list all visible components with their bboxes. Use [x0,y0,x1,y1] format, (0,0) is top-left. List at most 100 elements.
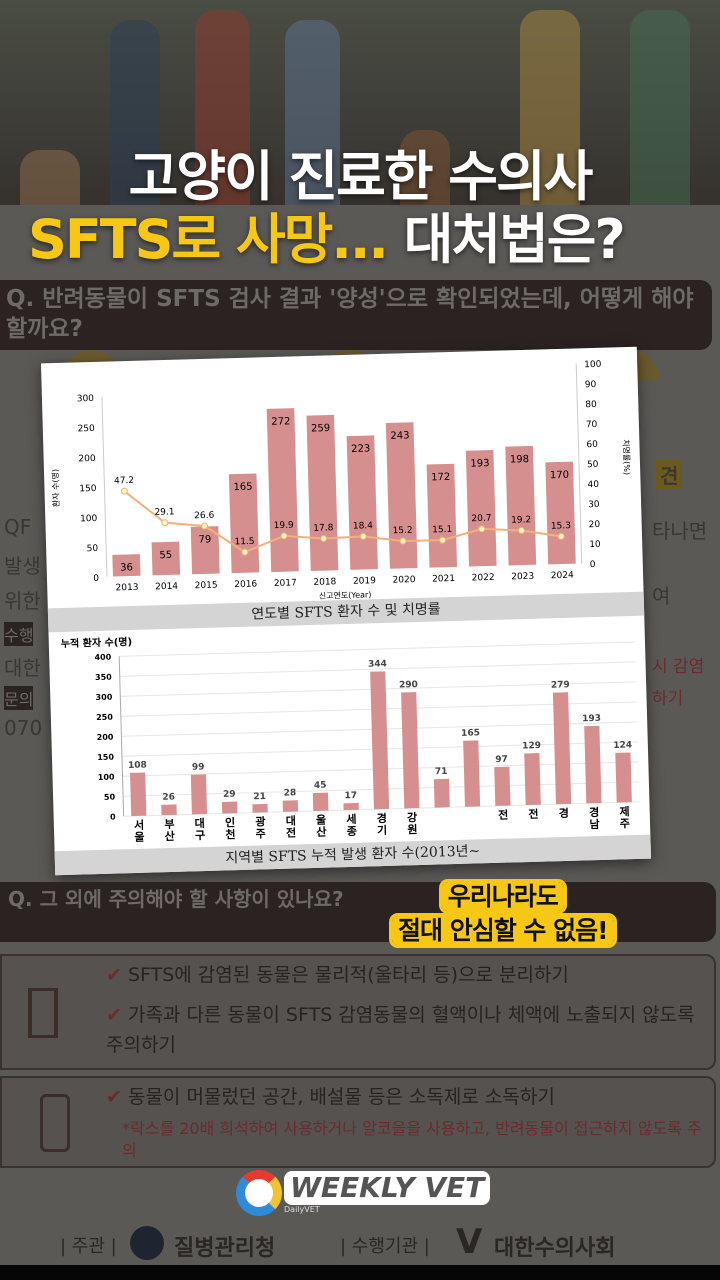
bar-value-label: 99 [192,762,205,772]
x-tick-label: 2016 [234,579,257,590]
regional-chart: 누적 환자 수(명)050100150200250300350400108서울2… [61,635,640,844]
bar-value-label: 55 [159,550,172,561]
tip-item: ✔ 동물이 머물렀던 공간, 배설물 등은 소독제로 소독하기 [106,1086,555,1108]
fatality-label: 15.3 [551,521,571,532]
x-tick-label: 원 [407,822,418,836]
y-axis [118,656,125,817]
bar [426,463,458,568]
kdca-emblem-icon [130,1226,164,1260]
y2-tick-label: 0 [590,560,596,570]
y2-tick-label: 80 [585,400,597,410]
y-tick-label: 250 [96,713,113,722]
y-tick-label: 0 [93,574,99,584]
panel-isolation: ✔ SFTS에 감염된 동물은 물리적(울타리 등)으로 분리하기 ✔ 가족과 … [0,954,716,1070]
bg-fragment: 발생 [4,554,41,578]
x-tick-label: 천 [225,827,236,841]
x-tick-label: 2023 [511,572,534,583]
bar [252,803,268,813]
bar [465,450,497,567]
x-tick-label: 경 [559,806,570,820]
bar-value-label: 193 [582,714,601,725]
y-tick-label: 200 [78,454,96,464]
x-tick-label: 2018 [313,577,336,588]
bar [401,692,420,809]
fatality-label: 18.4 [353,521,374,532]
fatality-point [517,527,525,535]
bar-value-label: 279 [551,680,570,691]
question2-text: Q. 그 외에 주의해야 할 사항이 있나요? [8,887,344,911]
y2-tick-label: 90 [585,380,597,390]
tip-item: ✔ 가족과 다른 동물이 SFTS 감염동물의 혈액이나 체액에 노출되지 않도… [106,1004,695,1056]
fatality-label: 26.6 [194,511,215,522]
y-tick-label: 200 [97,733,114,742]
check-icon: ✔ [106,1004,128,1026]
x-tick-label: 서 [134,818,145,832]
x-tick-label: 강 [407,810,418,824]
check-icon: ✔ [106,1086,128,1108]
headline-highlight: SFTS로 사망... [28,208,389,271]
bar [312,792,329,811]
bar [221,801,238,814]
operator-name: 대한수의사회 [494,1236,616,1261]
fatality-label: 15.1 [432,525,452,536]
y-tick-label: 350 [95,673,112,682]
fatality-label: 17.8 [313,523,334,534]
person-illustration [630,10,690,210]
bar [584,725,602,804]
bar-value-label: 45 [314,781,327,791]
bg-fragment: QF [4,515,32,539]
bar [266,408,299,573]
y-tick-label: 100 [98,773,115,782]
fatality-label: 20.7 [471,514,491,525]
x-tick-label: 제 [619,804,630,818]
cat-illustration [20,150,80,210]
bar [346,435,378,570]
x-tick-label: 대 [194,816,205,830]
y2-tick-label: 50 [587,460,599,470]
bar-value-label: 28 [284,788,297,798]
fatality-point [320,535,328,543]
bar [505,445,537,566]
gridline [119,661,636,677]
bg-fragment: 타나면 [652,519,708,543]
bar [494,766,511,806]
caged-dog-icon [28,988,58,1038]
bar [161,804,177,816]
bar [130,772,147,817]
y2-tick-label: 20 [589,520,601,530]
bar-value-label: 36 [120,562,133,573]
x-tick-label: 경 [589,805,600,819]
x-tick-label: 2019 [353,576,376,587]
bg-fragment: 070 [4,716,43,740]
bg-fragment: 하기 [652,689,684,709]
bar-value-label: 193 [470,458,489,470]
y-axis-title: 환자 수(명) [50,469,61,507]
footer: | 주관 | 질병관리청 | 수행기관 | V 대한수의사회 [0,1222,720,1264]
x-tick-label: 주 [256,827,266,840]
fatality-point [201,522,209,530]
fatality-label: 29.1 [154,507,174,518]
bar [545,461,576,565]
x-tick-label: 구 [195,829,205,842]
bar-value-label: 259 [311,423,330,435]
fatality-point [399,537,407,545]
bar [370,671,390,810]
x-tick-label: 인 [225,815,236,829]
yearly-chart: 0 50 100 150 200 250 300 0 10 20 30 40 50 60 70 80 90 100… [50,360,632,601]
x-tick-label: 2013 [115,583,138,594]
bar [112,554,141,577]
y2-tick-label: 30 [588,500,600,510]
bar-value-label: 170 [550,470,569,482]
bar-value-label: 165 [233,482,252,494]
x-tick-label: 산 [316,825,327,839]
panel-disinfection: ✔ 동물이 머물렀던 공간, 배설물 등은 소독제로 소독하기 *락스를 20배… [0,1076,716,1168]
fatality-label: 15.2 [393,526,413,537]
bg-fragment: 수행 [4,622,34,646]
y-tick-label: 300 [77,394,95,404]
y-tick-label: 0 [110,813,116,822]
fatality-point [120,487,128,495]
headline-line2: SFTS로 사망... 대처법은? [28,208,626,272]
y-axis-title: 누적 환자 수(명) [61,635,133,650]
y-tick-label: 300 [95,693,112,702]
x-tick-label: 종 [347,825,357,838]
